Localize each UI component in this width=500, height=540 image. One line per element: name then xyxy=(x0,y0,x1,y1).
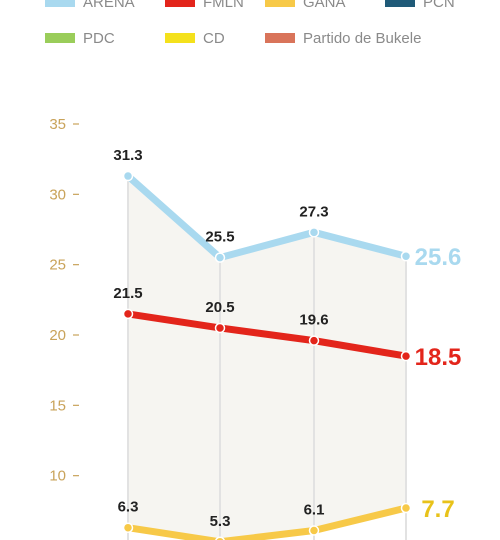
legend-swatch-cd xyxy=(165,33,195,43)
legend-swatch-gana xyxy=(265,0,295,7)
y-tick-label: 10 xyxy=(49,468,66,485)
data-point-fmln xyxy=(308,335,320,346)
data-label-fmln: 20.5 xyxy=(205,299,234,316)
data-point-arena xyxy=(400,250,412,262)
data-label-fmln: 18.5 xyxy=(415,344,462,371)
data-point-fmln xyxy=(122,308,134,320)
series-band xyxy=(128,176,406,540)
legend-item-fmln: FMLN xyxy=(165,0,244,11)
series-line-gana xyxy=(124,504,410,540)
legend-swatch-pcn xyxy=(385,0,415,7)
data-label-arena: 27.3 xyxy=(299,203,328,220)
data-point-arena xyxy=(308,227,320,238)
data-labels: 31.3 25.5 27.3 25.6 21.5 20.5 19.6 18.5 6.3 5.3 6.… xyxy=(113,147,461,530)
series-line-arena xyxy=(124,172,410,262)
data-point-gana xyxy=(308,525,320,536)
legend: ARENA FMLN GANA PCN PDC CD Partido de Bukele xyxy=(45,0,455,47)
data-point-fmln xyxy=(214,322,226,334)
data-label-arena: 25.5 xyxy=(205,229,234,246)
data-label-gana: 6.3 xyxy=(118,499,139,516)
legend-label-gana: GANA xyxy=(303,0,346,11)
data-point-arena xyxy=(122,170,134,182)
series-lines xyxy=(122,170,412,540)
y-tick-label: 25 xyxy=(49,257,66,274)
y-tick-label: 5 xyxy=(58,538,66,540)
legend-swatch-partido-de-bukele xyxy=(265,33,295,43)
legend-item-pdc: PDC xyxy=(45,30,115,47)
legend-item-gana: GANA xyxy=(265,0,346,11)
series-line-fmln xyxy=(124,310,410,360)
data-label-arena: 25.6 xyxy=(415,244,462,271)
legend-label-fmln: FMLN xyxy=(203,0,244,11)
legend-label-pcn: PCN xyxy=(423,0,455,11)
legend-label-cd: CD xyxy=(203,30,225,47)
data-point-arena xyxy=(214,252,226,263)
y-tick-label: 30 xyxy=(49,186,66,203)
legend-label-pdc: PDC xyxy=(83,30,115,47)
y-axis: 35 30 25 20 15 10 5 xyxy=(49,116,79,540)
legend-label-arena: ARENA xyxy=(83,0,135,11)
legend-swatch-pdc xyxy=(45,33,75,43)
data-label-fmln: 19.6 xyxy=(299,312,328,329)
data-point-gana xyxy=(400,502,412,514)
data-point-fmln xyxy=(400,350,412,362)
legend-label-partido-de-bukele: Partido de Bukele xyxy=(303,30,421,47)
data-label-gana: 5.3 xyxy=(210,513,231,530)
legend-item-pcn: PCN xyxy=(385,0,455,11)
legend-swatch-fmln xyxy=(165,0,195,7)
legend-item-arena: ARENA xyxy=(45,0,135,11)
data-label-arena: 31.3 xyxy=(113,147,142,164)
legend-item-partido-de-bukele: Partido de Bukele xyxy=(265,30,421,47)
data-label-fmln: 21.5 xyxy=(113,285,142,302)
data-label-gana: 7.7 xyxy=(421,496,454,523)
legend-swatch-arena xyxy=(45,0,75,7)
legend-item-cd: CD xyxy=(165,30,225,47)
vertical-guides xyxy=(127,176,407,540)
data-point-gana xyxy=(215,536,225,540)
data-label-gana: 6.1 xyxy=(304,502,325,519)
y-tick-label: 20 xyxy=(49,327,66,344)
y-tick-label: 15 xyxy=(49,397,66,414)
data-point-gana xyxy=(122,522,134,533)
y-tick-label: 35 xyxy=(49,116,66,133)
